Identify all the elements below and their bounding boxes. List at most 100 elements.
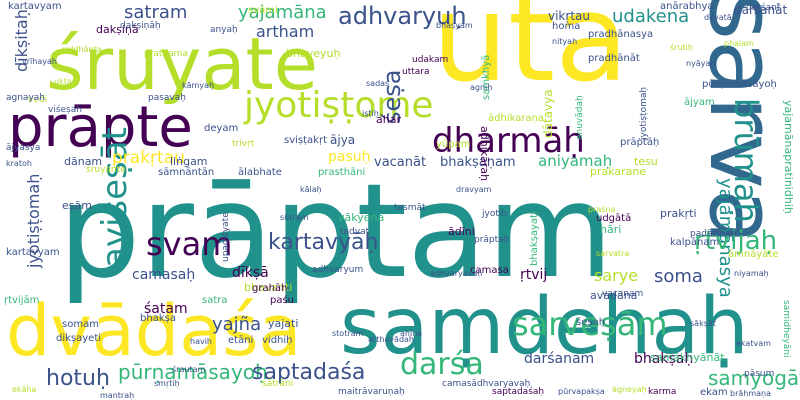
- word: anuvādaḥ: [575, 95, 585, 140]
- word: śruyante: [86, 165, 126, 175]
- word: aniyamaḥ: [538, 152, 613, 170]
- word: vacanāt: [374, 155, 427, 170]
- word: soma: [654, 266, 703, 287]
- word: samkhyā: [481, 54, 492, 100]
- word: dīkṣā: [232, 265, 269, 281]
- word: jyotiṣṭome: [244, 85, 434, 126]
- word: smṛtiḥ: [154, 379, 180, 388]
- word: bhakṣaṇam: [440, 155, 516, 170]
- word: svāmi: [248, 5, 278, 16]
- word: liṅgam: [170, 155, 208, 168]
- word: saptadaśa: [252, 360, 366, 385]
- word: camasa: [470, 265, 509, 276]
- word: śatam: [144, 301, 188, 317]
- word: āgneyaḥ: [612, 385, 647, 394]
- word: ekam: [700, 387, 728, 398]
- word: samyogāt: [708, 366, 800, 390]
- word: vikṛtau: [548, 9, 590, 23]
- word: udakam: [412, 55, 449, 65]
- word: ṛtvijām: [4, 295, 40, 306]
- word: ālabhate: [238, 167, 282, 178]
- word: adhvaryuḥ: [338, 2, 467, 30]
- word: saṃdehaḥ: [340, 282, 749, 372]
- word: viśeṣah: [48, 105, 82, 115]
- word: darśanam: [524, 351, 595, 367]
- word: homa: [552, 21, 581, 32]
- word: dharmāḥ: [432, 121, 585, 161]
- word: kartavyāḥ: [268, 230, 379, 255]
- word: ekāha: [12, 385, 37, 394]
- word: ādhikaraṇa: [488, 113, 545, 124]
- word: artham: [256, 22, 315, 41]
- word: iṣṭiḥ: [362, 109, 379, 118]
- word: vākyena: [338, 211, 385, 224]
- word: praśna: [588, 205, 616, 214]
- word: etāni: [228, 335, 254, 346]
- word: dātavya: [541, 89, 555, 138]
- word: kalpānam: [670, 237, 720, 248]
- word: pūrvapakṣa: [558, 387, 605, 396]
- word: anyaḥ: [210, 25, 238, 35]
- word: ādīni: [448, 225, 475, 238]
- word: sadas: [366, 79, 390, 88]
- word: prakarane: [590, 165, 647, 178]
- word: devatā: [704, 13, 732, 22]
- word: vedi: [28, 95, 48, 105]
- word: ekatvam: [736, 339, 771, 348]
- word: siddhānta: [62, 45, 102, 54]
- word: jyotiṣṭomaḥ: [639, 86, 649, 140]
- word: adhikāraḥ: [478, 126, 491, 182]
- word: jyotih: [482, 209, 508, 219]
- word: avadāna: [590, 289, 638, 302]
- word: pasuḥ: [328, 149, 371, 165]
- word: bhakṣayati: [529, 211, 540, 266]
- word: satram: [124, 2, 188, 23]
- word: āmnāyāte: [728, 249, 779, 260]
- word: anārabhya: [660, 1, 714, 12]
- word: prāpte: [8, 95, 193, 160]
- word: uta: [432, 0, 629, 109]
- word: kartavyam: [6, 247, 60, 258]
- word: sūtram: [280, 213, 309, 222]
- word: dakṣiṇā: [96, 23, 139, 36]
- word: sarveṣām: [512, 305, 668, 343]
- word: pāsum: [744, 369, 775, 379]
- word: agnayah: [6, 93, 45, 103]
- word: śrutiḥ: [670, 43, 693, 52]
- word: sarvatra: [596, 249, 630, 258]
- word: deyam: [204, 123, 239, 134]
- word: bhaveyuḥ: [286, 47, 341, 60]
- word: pūrṇamāsayoḥ: [118, 360, 268, 384]
- word: uttara: [402, 67, 430, 77]
- word: yajati: [268, 317, 299, 330]
- word: karma: [648, 387, 677, 397]
- word: prakṛti: [660, 207, 697, 220]
- word: pasavaḥ: [148, 93, 186, 103]
- word: niyamaḥ: [734, 269, 769, 278]
- word: svam: [146, 225, 233, 263]
- word: bhakṣa: [140, 313, 176, 324]
- word: kāmyaḥ: [182, 81, 215, 90]
- word: yajña: [212, 314, 262, 335]
- word: dravyam: [456, 185, 492, 194]
- word: sātrāni: [262, 379, 294, 389]
- word: bhakṣaḥ: [634, 351, 694, 367]
- word: pradhānasya: [588, 29, 654, 40]
- word: vacanam: [602, 289, 644, 299]
- word: prasthāni: [318, 167, 366, 178]
- word: vidhiḥ: [262, 335, 293, 346]
- word: udgātā: [596, 213, 632, 224]
- word: ahar: [376, 113, 401, 126]
- word: ṛtvij: [520, 267, 548, 283]
- word: kartavyam: [8, 1, 62, 12]
- word: bhāṣyam: [436, 21, 473, 30]
- word: tadvat: [340, 227, 370, 237]
- word: sākṣāt: [690, 319, 716, 328]
- word: kālaḥ: [300, 185, 322, 194]
- word: hotuḥ: [46, 366, 110, 391]
- word: grahāh: [252, 283, 288, 294]
- word: śrautam: [172, 365, 206, 374]
- word: hāri: [600, 223, 622, 236]
- word: prathama: [144, 49, 188, 59]
